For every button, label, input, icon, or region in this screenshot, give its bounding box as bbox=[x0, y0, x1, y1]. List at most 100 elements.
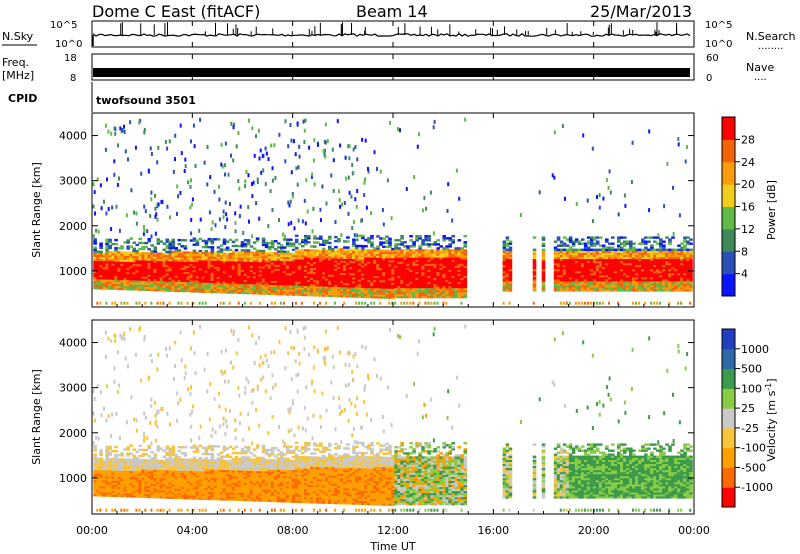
power-cell bbox=[123, 279, 127, 283]
power-cell bbox=[224, 172, 226, 177]
power-cell bbox=[541, 264, 546, 268]
power-cell bbox=[171, 244, 176, 248]
power-cell bbox=[454, 289, 459, 293]
power-cell bbox=[433, 263, 437, 266]
power-cell bbox=[397, 259, 401, 262]
power-cell bbox=[388, 245, 392, 249]
velocity-cell bbox=[93, 491, 97, 495]
power-cell bbox=[671, 287, 675, 290]
velocity-cell bbox=[93, 473, 97, 477]
power-cell bbox=[406, 261, 410, 264]
power-cell bbox=[138, 120, 141, 125]
power-cell bbox=[626, 289, 630, 292]
power-cell bbox=[626, 262, 630, 266]
power-cell bbox=[304, 261, 308, 264]
velocity-cell bbox=[108, 482, 112, 485]
velocity-cell bbox=[105, 459, 109, 463]
power-cell bbox=[325, 278, 329, 281]
power-cell bbox=[632, 242, 636, 245]
power-cell bbox=[400, 293, 404, 297]
power-cell bbox=[96, 256, 100, 259]
power-cell bbox=[224, 200, 227, 205]
power-cell bbox=[106, 177, 108, 182]
power-cell bbox=[276, 262, 281, 265]
power-cell bbox=[412, 257, 416, 260]
power-cell bbox=[412, 277, 416, 281]
power-cell bbox=[409, 261, 413, 264]
power-cell bbox=[432, 231, 435, 236]
power-cell bbox=[412, 243, 416, 246]
power-cell bbox=[583, 289, 588, 292]
power-cell bbox=[153, 270, 158, 273]
power-cell bbox=[270, 266, 275, 269]
power-cell bbox=[307, 235, 311, 238]
power-cell bbox=[120, 273, 124, 276]
power-cell bbox=[102, 252, 106, 256]
velocity-cell bbox=[102, 463, 106, 467]
power-cell bbox=[191, 202, 194, 207]
velocity-cell bbox=[96, 492, 100, 495]
power-cell bbox=[213, 272, 218, 275]
power-cell bbox=[189, 288, 194, 291]
power-cell bbox=[96, 285, 100, 288]
power-cell bbox=[174, 265, 179, 268]
power-cell bbox=[382, 280, 386, 283]
power-cell bbox=[346, 262, 350, 266]
velocity-cell bbox=[114, 490, 118, 493]
power-cell bbox=[207, 276, 212, 279]
power-cell bbox=[541, 283, 546, 286]
cpid-label: CPID bbox=[8, 92, 37, 105]
power-cell bbox=[680, 264, 684, 268]
power-cell bbox=[267, 256, 272, 259]
power-cell bbox=[168, 252, 173, 256]
power-cell bbox=[144, 252, 148, 255]
power-cell bbox=[267, 288, 272, 291]
power-cell bbox=[409, 239, 413, 242]
power-cell bbox=[270, 262, 275, 265]
power-cell bbox=[367, 166, 369, 171]
power-cell bbox=[502, 268, 507, 272]
beam-title: Beam 14 bbox=[356, 2, 428, 21]
power-cell bbox=[647, 260, 651, 264]
power-cell bbox=[288, 268, 293, 272]
power-cell bbox=[406, 263, 410, 266]
power-cell bbox=[153, 272, 158, 276]
power-cell bbox=[641, 250, 645, 253]
power-cell bbox=[207, 254, 212, 257]
power-cell bbox=[300, 285, 305, 288]
power-cell bbox=[225, 277, 230, 280]
power-cell bbox=[427, 273, 431, 276]
power-cell bbox=[340, 233, 343, 238]
power-cell bbox=[617, 248, 621, 251]
power-cell bbox=[373, 283, 377, 287]
power-cell bbox=[258, 280, 263, 283]
power-cell bbox=[629, 279, 633, 282]
power-cell bbox=[111, 283, 115, 286]
power-cell bbox=[153, 252, 158, 255]
power-cell bbox=[154, 231, 157, 236]
power-cell bbox=[93, 284, 97, 288]
power-cell bbox=[689, 287, 693, 290]
power-cell bbox=[168, 240, 173, 244]
power-cell bbox=[273, 258, 278, 261]
power-cell bbox=[445, 245, 449, 248]
power-cell bbox=[421, 259, 425, 262]
power-cell bbox=[412, 279, 416, 283]
power-cell bbox=[240, 263, 245, 266]
power-cell bbox=[273, 248, 278, 251]
power-cell bbox=[505, 277, 510, 280]
power-cell bbox=[430, 251, 434, 254]
power-cell bbox=[650, 270, 654, 274]
power-cell bbox=[656, 262, 660, 266]
power-cell bbox=[668, 260, 672, 264]
power-cell bbox=[276, 272, 281, 275]
power-cell bbox=[394, 247, 398, 250]
power-cell bbox=[361, 285, 365, 288]
power-cell bbox=[225, 212, 228, 217]
power-cell bbox=[93, 190, 96, 195]
velocity-cell bbox=[99, 492, 103, 495]
power-cell bbox=[583, 268, 588, 272]
power-cell bbox=[502, 262, 507, 266]
power-cell bbox=[111, 261, 115, 264]
power-cell bbox=[683, 264, 687, 268]
